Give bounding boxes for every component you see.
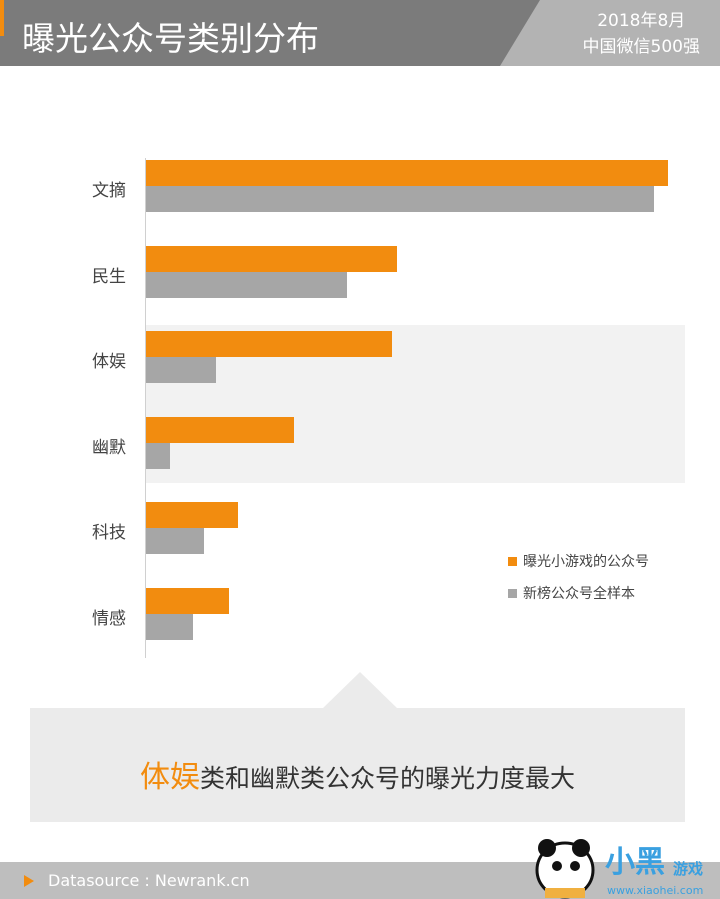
svg-text:小黑: 小黑 [605, 845, 665, 880]
bar-exposed-1 [145, 245, 397, 272]
accent-bar [0, 0, 4, 36]
bar-exposed-3 [145, 416, 294, 443]
legend-item-all: 新榜公众号全样本 [508, 583, 635, 603]
callout-text: 类和幽默类公众号的曝光力度最大 [199, 764, 575, 793]
bar-all-2 [145, 357, 216, 383]
category-label: 体娱 [92, 352, 126, 372]
bar-exposed-2 [145, 331, 392, 357]
category-label: 文摘 [92, 181, 126, 201]
callout-message: 体娱类和幽默类公众号的曝光力度最大 [30, 752, 685, 796]
date: 2018年8月 [597, 11, 686, 31]
callout-box: 体娱类和幽默类公众号的曝光力度最大 [30, 708, 685, 822]
header-subtitle: 2018年8月 中国微信500强 [583, 8, 700, 60]
logo-xiaohei: 小黑 游戏 www.xiaohei.com [535, 839, 703, 899]
svg-text:www.xiaohei.com: www.xiaohei.com [607, 884, 703, 897]
category-label: 民生 [92, 266, 126, 287]
legend-label: 曝光小游戏的公众号 [523, 554, 649, 570]
svg-text:游戏: 游戏 [673, 860, 703, 878]
scope: 中国微信500强 [582, 37, 700, 57]
legend-swatch [508, 589, 517, 598]
bar-exposed-5 [145, 587, 229, 614]
category-label: 情感 [92, 608, 126, 629]
bar-exposed-0 [145, 160, 668, 186]
bar-all-0 [145, 186, 654, 212]
legend-label: 新榜公众号全样本 [523, 586, 635, 602]
bar-all-3 [145, 442, 170, 469]
header-slant [500, 0, 720, 66]
data-source: Datasource : Newrank.cn [48, 871, 250, 890]
callout-highlight: 体娱 [139, 760, 200, 795]
legend-swatch [508, 557, 517, 566]
bar-exposed-4 [145, 502, 238, 528]
header: 曝光公众号类别分布 2018年8月 中国微信500强 [0, 0, 720, 66]
arrow-icon [24, 875, 34, 887]
footer: Datasource : Newrank.cn [0, 862, 720, 899]
bar-all-5 [145, 613, 193, 640]
category-label: 幽默 [92, 437, 126, 458]
y-axis [145, 158, 146, 658]
legend-item-exposed: 曝光小游戏的公众号 [508, 551, 649, 571]
category-label: 科技 [92, 523, 126, 543]
bar-all-1 [145, 271, 347, 298]
page-title: 曝光公众号类别分布 [22, 19, 319, 58]
callout-pointer [322, 672, 398, 709]
bar-all-4 [145, 528, 204, 554]
